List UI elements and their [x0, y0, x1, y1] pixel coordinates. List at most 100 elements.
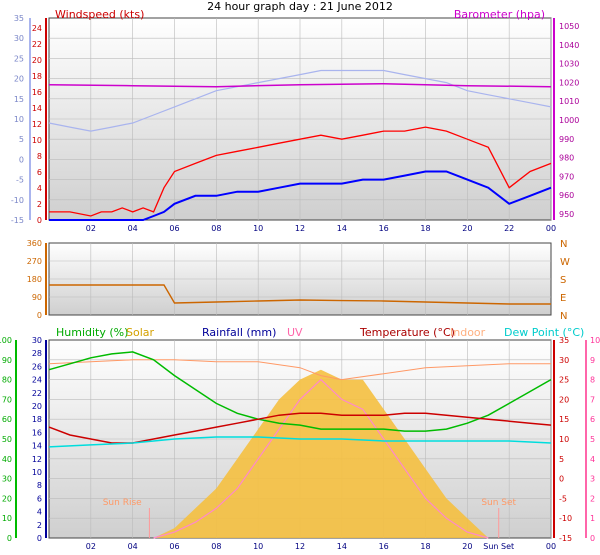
- tick-label: 1010: [559, 97, 579, 106]
- legend-uv: UV: [287, 326, 303, 339]
- tick-label: 18: [420, 224, 430, 233]
- tick-label: 30: [2, 475, 12, 484]
- tick-label: 0: [37, 534, 42, 543]
- compass-label: S: [560, 275, 566, 286]
- barometer-line: [48, 82, 552, 88]
- tick-label: 8: [37, 152, 42, 161]
- series-layer: [48, 69, 552, 539]
- legend-dew-point: Dew Point (°C): [504, 326, 584, 339]
- wind-line: [49, 170, 552, 221]
- legend-temperature: Temperature (°C): [359, 326, 455, 339]
- legend-rainfall: Rainfall (mm): [202, 326, 276, 339]
- tick-label: 00: [546, 542, 556, 551]
- indoor-line: [48, 359, 551, 381]
- tick-label: 30: [32, 336, 42, 345]
- compass-label: W: [560, 257, 570, 268]
- tick-label: 22: [32, 389, 42, 398]
- tick-label: 6: [37, 494, 42, 503]
- tick-label: 50: [2, 435, 12, 444]
- tick-label: 60: [2, 415, 12, 424]
- tick-label: -5: [559, 494, 567, 503]
- tick-label: 90: [32, 293, 42, 302]
- tick-label: 35: [559, 336, 569, 345]
- tick-label: 18: [420, 542, 430, 551]
- direction-line: [49, 284, 551, 305]
- tick-label: 18: [32, 415, 42, 424]
- tick-label: 12: [295, 542, 305, 551]
- tick-label: 12: [32, 120, 42, 129]
- tick-label: 0: [559, 475, 564, 484]
- tick-label: 980: [559, 154, 574, 163]
- chart-title: 24 hour graph day : 21 June 2012: [207, 0, 393, 13]
- tick-label: 25: [14, 54, 24, 63]
- tick-label: 35: [14, 14, 24, 23]
- tick-label: 360: [27, 239, 42, 248]
- dew-point-line: [48, 436, 552, 448]
- tick-label: 10: [2, 514, 12, 523]
- gust-line: [49, 126, 552, 217]
- tick-label: 20: [462, 224, 472, 233]
- tick-label: 22: [504, 224, 514, 233]
- tick-label: 16: [379, 542, 389, 551]
- tick-label: 15: [559, 415, 569, 424]
- tick-label: 16: [379, 224, 389, 233]
- tick-label: 30: [14, 34, 24, 43]
- solar-area: [153, 369, 489, 538]
- legend-humidity: Humidity (%): [56, 326, 128, 339]
- tick-label: 20: [32, 56, 42, 65]
- tick-label: 180: [27, 275, 42, 284]
- tick-label: 10: [559, 435, 569, 444]
- tick-label: -10: [559, 514, 572, 523]
- tick-label: 14: [337, 224, 347, 233]
- tick-label: Sun Set: [483, 542, 514, 551]
- tick-label: 10: [253, 542, 263, 551]
- tick-label: -15: [11, 216, 24, 225]
- humidity-line: [48, 351, 552, 432]
- tick-label: 20: [559, 395, 569, 404]
- tick-label: 9: [590, 356, 595, 365]
- temperature-line: [48, 69, 552, 132]
- tick-label: 00: [546, 224, 556, 233]
- tick-label: 4: [37, 508, 42, 517]
- tick-label: 100: [0, 336, 12, 345]
- tick-label: 20: [14, 75, 24, 84]
- tick-label: 0: [37, 216, 42, 225]
- tick-label: 960: [559, 191, 574, 200]
- tick-label: 270: [27, 257, 42, 266]
- tick-label: 22: [32, 40, 42, 49]
- tick-label: 20: [462, 542, 472, 551]
- tick-label: 18: [32, 72, 42, 81]
- tick-label: 10: [32, 136, 42, 145]
- tick-label: 7: [590, 395, 595, 404]
- tick-label: -5: [16, 176, 24, 185]
- tick-label: 26: [32, 362, 42, 371]
- tick-label: 02: [86, 224, 96, 233]
- tick-label: 4: [590, 455, 595, 464]
- tick-label: 950: [559, 210, 574, 219]
- tick-label: 25: [559, 376, 569, 385]
- tick-label: 10: [253, 224, 263, 233]
- tick-label: 16: [32, 428, 42, 437]
- axes-layer: [15, 18, 587, 538]
- tick-label: 06: [169, 224, 179, 233]
- tick-label: 2: [37, 200, 42, 209]
- tick-label: 08: [211, 224, 221, 233]
- tick-label: 0: [7, 534, 12, 543]
- tick-label: 04: [128, 224, 138, 233]
- tick-label: 20: [32, 402, 42, 411]
- tick-label: 10: [14, 115, 24, 124]
- tick-label: 1050: [559, 22, 579, 31]
- tick-label: 70: [2, 395, 12, 404]
- compass-label: E: [560, 293, 566, 304]
- sun-rise-label: Sun Rise: [103, 498, 142, 508]
- tick-label: 28: [32, 349, 42, 358]
- tick-label: 14: [32, 442, 42, 451]
- tick-label: 4: [37, 184, 42, 193]
- uv-line: [153, 378, 489, 539]
- tick-label: 5: [590, 435, 595, 444]
- axis-title: Windspeed (kts): [55, 8, 144, 21]
- tick-label: 1000: [559, 116, 579, 125]
- compass-label: N: [560, 239, 567, 250]
- tick-label: 1020: [559, 78, 579, 87]
